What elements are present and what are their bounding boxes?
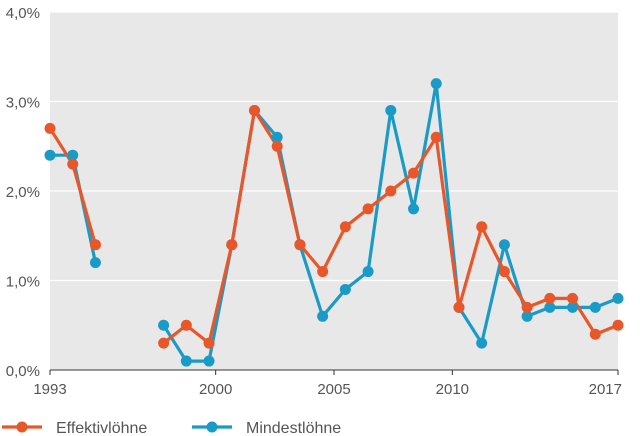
y-axis-ticks: 0,0% 1,0% 2,0% 3,0% 4,0% (6, 5, 40, 380)
data-point (544, 292, 556, 304)
data-point (89, 239, 101, 251)
y-tick-label: 3,0% (6, 95, 40, 112)
data-point (180, 355, 192, 367)
data-point (430, 78, 442, 90)
data-point (158, 337, 170, 349)
x-tick-label: 1993 (33, 381, 66, 398)
data-point (567, 292, 579, 304)
data-point (589, 328, 601, 340)
data-point (385, 185, 397, 197)
data-point (67, 149, 79, 161)
data-point (498, 239, 510, 251)
data-point (248, 104, 260, 116)
data-point (385, 104, 397, 116)
data-point (226, 239, 238, 251)
legend: Effektivlöhne Mindestlöhne (2, 420, 341, 436)
x-tick-label: 2005 (317, 381, 350, 398)
y-tick-label: 4,0% (6, 5, 40, 22)
data-point (203, 337, 215, 349)
data-point (339, 221, 351, 233)
data-point (567, 301, 579, 313)
data-point (203, 355, 215, 367)
data-point (408, 203, 420, 215)
data-point (612, 319, 624, 331)
data-point (498, 266, 510, 278)
data-point (521, 310, 533, 322)
y-tick-label: 1,0% (6, 274, 40, 291)
x-tick-label: 2000 (199, 381, 232, 398)
data-point (476, 337, 488, 349)
x-axis-ticks: 1993 2000 2005 2010 2017 (33, 370, 622, 398)
data-point (44, 149, 56, 161)
data-point (521, 301, 533, 313)
data-point (67, 158, 79, 170)
y-tick-label: 2,0% (6, 184, 40, 201)
legend-label: Effektivlöhne (56, 420, 147, 436)
data-point (317, 310, 329, 322)
legend-swatch-marker (206, 421, 218, 433)
data-point (589, 301, 601, 313)
legend-label: Mindestlöhne (246, 420, 341, 436)
data-point (430, 131, 442, 143)
data-point (362, 203, 374, 215)
data-point (158, 319, 170, 331)
data-point (476, 221, 488, 233)
data-point (544, 301, 556, 313)
data-point (89, 257, 101, 269)
x-tick-label: 2017 (589, 381, 622, 398)
data-point (612, 292, 624, 304)
data-point (362, 266, 374, 278)
x-tick-label: 2010 (436, 381, 469, 398)
data-point (339, 283, 351, 295)
data-point (408, 167, 420, 179)
y-tick-label: 0,0% (6, 363, 40, 380)
data-point (294, 239, 306, 251)
legend-swatch-marker (16, 421, 28, 433)
series-points (44, 78, 624, 367)
data-point (317, 266, 329, 278)
data-point (271, 140, 283, 152)
data-point (180, 319, 192, 331)
data-point (44, 122, 56, 134)
data-point (453, 301, 465, 313)
data-point (271, 131, 283, 143)
